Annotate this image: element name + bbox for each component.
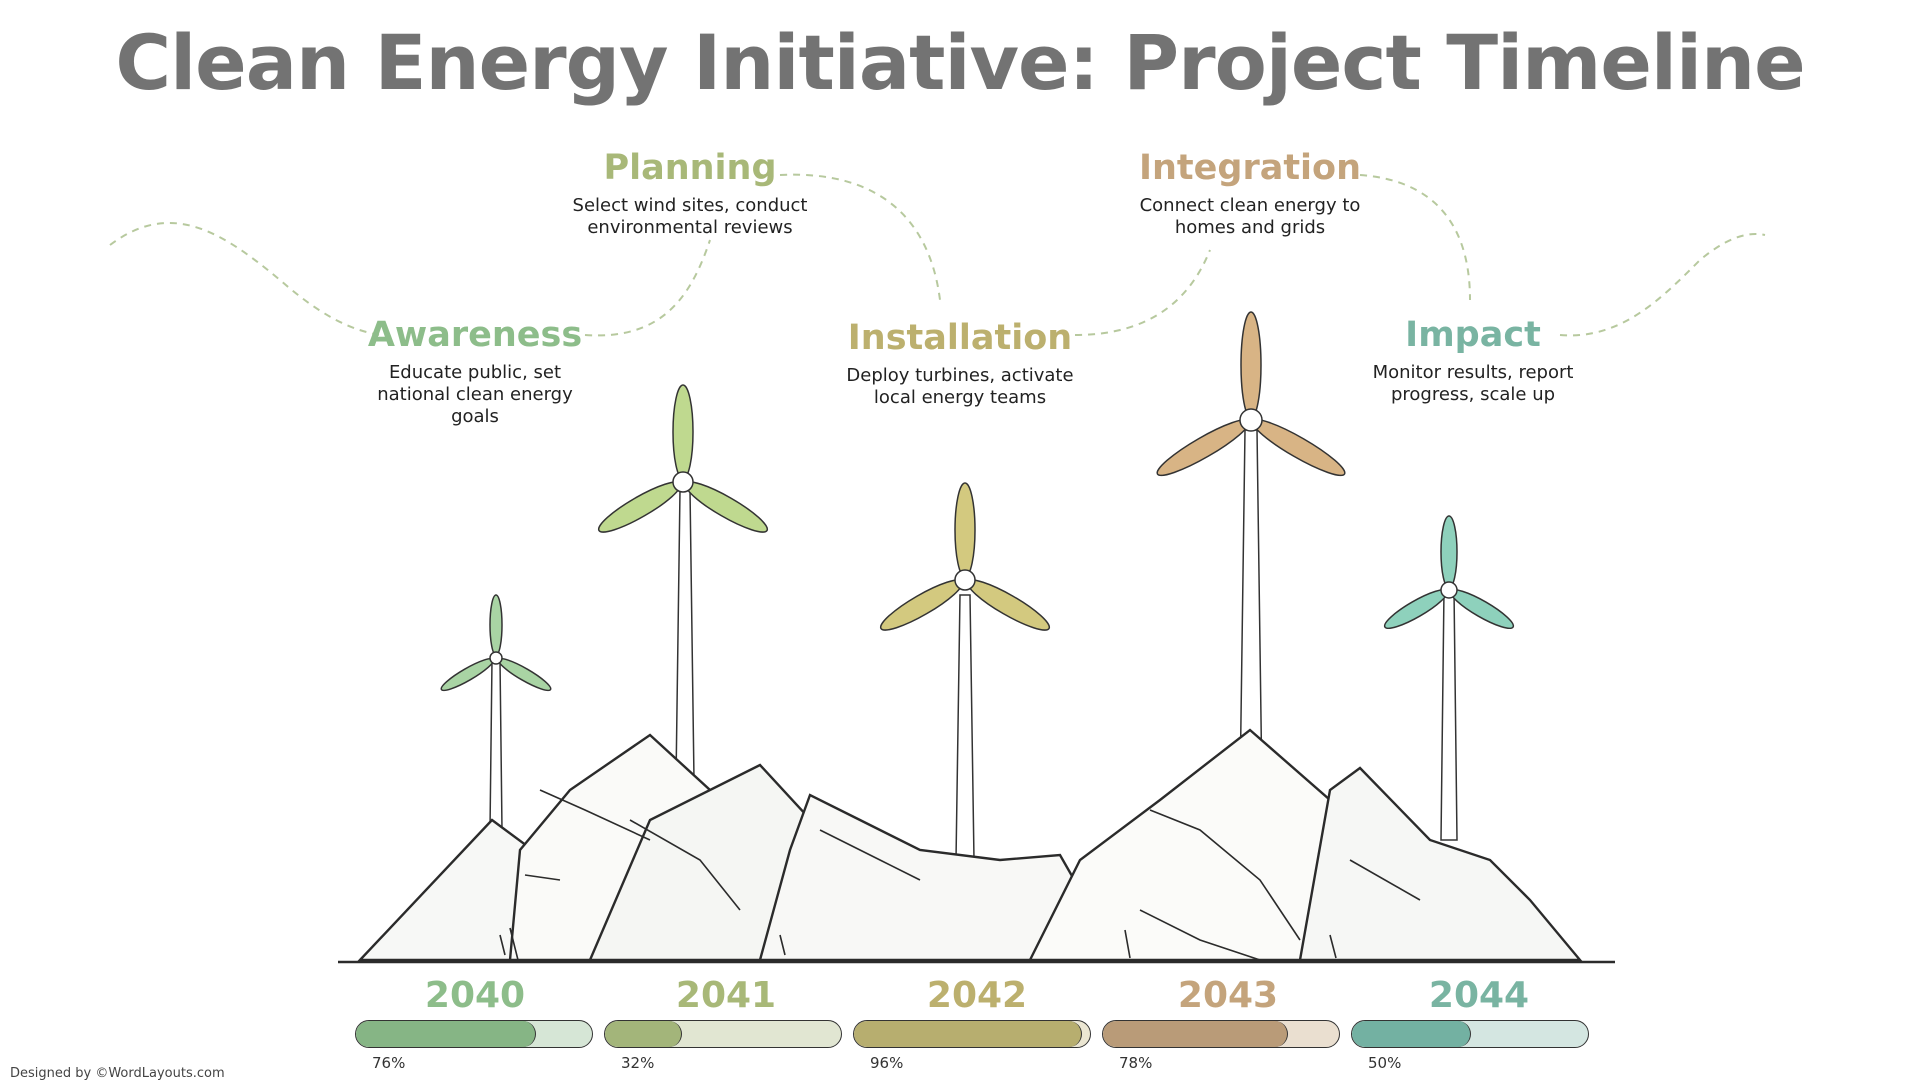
turbine-5-rotor	[1383, 515, 1515, 630]
stage-title-awareness: Awareness	[367, 315, 583, 355]
progress-bar-fill	[356, 1021, 537, 1047]
progress-bar	[1102, 1020, 1340, 1048]
mountains	[357, 728, 1583, 962]
progress-percent: 32%	[621, 1054, 655, 1072]
turbine-blade	[1156, 418, 1251, 477]
turbine-3-rotor	[879, 482, 1051, 631]
progress-bar	[604, 1020, 842, 1048]
progress-percent: 78%	[1119, 1054, 1153, 1072]
stage-title-integration: Integration	[1138, 148, 1362, 188]
turbine-blade	[1251, 418, 1346, 477]
timeline-dashed-path	[109, 173, 1766, 337]
stage-desc-awareness: Educate public, set national clean energ…	[377, 362, 573, 427]
progress-bar-fill	[1103, 1021, 1289, 1047]
progress-bar-fill	[1352, 1021, 1471, 1047]
stage-title-installation: Installation	[847, 318, 1073, 358]
progress-percent: 76%	[372, 1054, 406, 1072]
turbine-1-rotor	[440, 594, 552, 692]
turbine-blade	[966, 579, 1051, 631]
turbine-blade	[1240, 311, 1262, 419]
turbine-blade	[684, 481, 769, 533]
year-label: 2042	[926, 975, 1028, 1016]
progress-percent: 50%	[1368, 1054, 1402, 1072]
stage-desc-planning: Select wind sites, conduct environmental…	[572, 195, 808, 238]
credit-text: Designed by ©WordLayouts.com	[10, 1066, 225, 1081]
progress-bar-fill	[605, 1021, 682, 1047]
year-label: 2041	[675, 975, 777, 1016]
stage-desc-integration: Connect clean energy to homes and grids	[1139, 195, 1361, 238]
turbine-4-rotor	[1156, 311, 1346, 477]
turbine-blade	[440, 657, 495, 692]
progress-bar	[1351, 1020, 1589, 1048]
progress-bar	[355, 1020, 593, 1048]
year-label: 2040	[424, 975, 526, 1016]
progress-bar-fill	[854, 1021, 1082, 1047]
stage-title-impact: Impact	[1405, 315, 1541, 355]
year-label: 2044	[1428, 975, 1530, 1016]
turbine-blades	[440, 311, 1515, 692]
turbine-blade	[879, 579, 964, 631]
page-title: Clean Energy Initiative: Project Timelin…	[115, 18, 1805, 107]
turbine-blade	[489, 594, 503, 656]
turbine-blade	[1440, 515, 1458, 589]
progress-percent: 96%	[870, 1054, 904, 1072]
stage-title-planning: Planning	[603, 148, 777, 188]
turbine-blade	[497, 657, 552, 692]
year-label: 2043	[1177, 975, 1279, 1016]
turbine-blade	[954, 482, 976, 578]
turbine-2-rotor	[597, 384, 769, 533]
stage-desc-impact: Monitor results, report progress, scale …	[1372, 362, 1574, 405]
mountain-ridge-lines	[499, 789, 1421, 961]
progress-bar	[853, 1020, 1091, 1048]
turbine-blade	[672, 384, 694, 480]
turbine-blade	[597, 481, 682, 533]
stage-desc-installation: Deploy turbines, activate local energy t…	[846, 365, 1074, 408]
